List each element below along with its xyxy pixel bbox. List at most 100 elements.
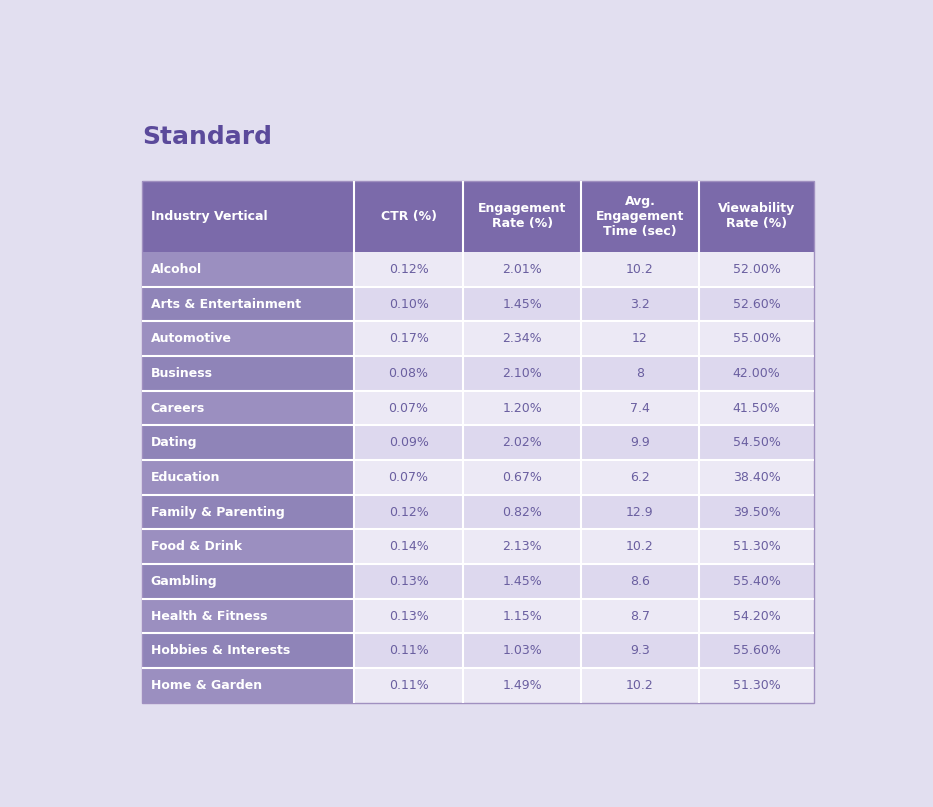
Text: 1.49%: 1.49% bbox=[502, 679, 542, 692]
Text: 0.10%: 0.10% bbox=[389, 298, 428, 311]
Text: 0.13%: 0.13% bbox=[389, 575, 428, 588]
Text: 0.82%: 0.82% bbox=[502, 506, 542, 519]
Text: 55.60%: 55.60% bbox=[732, 644, 781, 657]
Text: 9.3: 9.3 bbox=[630, 644, 649, 657]
Text: 10.2: 10.2 bbox=[626, 263, 654, 276]
Text: 7.4: 7.4 bbox=[630, 402, 649, 415]
Text: 0.11%: 0.11% bbox=[389, 679, 428, 692]
Bar bbox=[354, 321, 464, 356]
Bar bbox=[142, 460, 354, 495]
Bar bbox=[142, 633, 354, 668]
Bar bbox=[142, 356, 354, 391]
Text: 0.12%: 0.12% bbox=[389, 263, 428, 276]
Text: 0.08%: 0.08% bbox=[388, 367, 428, 380]
Bar bbox=[354, 495, 464, 529]
Bar bbox=[464, 356, 581, 391]
Text: 52.00%: 52.00% bbox=[732, 263, 781, 276]
Bar bbox=[581, 286, 699, 321]
Bar bbox=[354, 460, 464, 495]
Bar bbox=[142, 252, 354, 286]
Bar bbox=[354, 599, 464, 633]
Text: Food & Drink: Food & Drink bbox=[150, 540, 242, 554]
Bar bbox=[581, 321, 699, 356]
Bar bbox=[142, 286, 354, 321]
Bar bbox=[464, 252, 581, 286]
Text: 9.9: 9.9 bbox=[630, 437, 649, 449]
Text: 8: 8 bbox=[636, 367, 644, 380]
Bar bbox=[699, 529, 815, 564]
Text: 8.6: 8.6 bbox=[630, 575, 649, 588]
Text: Home & Garden: Home & Garden bbox=[150, 679, 262, 692]
Bar bbox=[581, 564, 699, 599]
Text: 42.00%: 42.00% bbox=[732, 367, 780, 380]
Text: 2.02%: 2.02% bbox=[502, 437, 542, 449]
Bar bbox=[464, 668, 581, 703]
Text: 1.03%: 1.03% bbox=[502, 644, 542, 657]
Text: Business: Business bbox=[150, 367, 213, 380]
Bar bbox=[142, 668, 354, 703]
Text: Alcohol: Alcohol bbox=[150, 263, 202, 276]
Bar bbox=[354, 356, 464, 391]
Text: 0.12%: 0.12% bbox=[389, 506, 428, 519]
Text: 54.50%: 54.50% bbox=[732, 437, 781, 449]
Text: 0.17%: 0.17% bbox=[389, 332, 428, 345]
Text: 41.50%: 41.50% bbox=[732, 402, 780, 415]
Text: Careers: Careers bbox=[150, 402, 205, 415]
Bar bbox=[699, 564, 815, 599]
Bar bbox=[354, 286, 464, 321]
Bar bbox=[142, 564, 354, 599]
Text: Arts & Entertainment: Arts & Entertainment bbox=[150, 298, 300, 311]
Bar bbox=[699, 391, 815, 425]
Text: Hobbies & Interests: Hobbies & Interests bbox=[150, 644, 290, 657]
Bar bbox=[581, 529, 699, 564]
Bar bbox=[354, 425, 464, 460]
Text: 1.15%: 1.15% bbox=[502, 609, 542, 622]
Text: 55.40%: 55.40% bbox=[732, 575, 781, 588]
Bar bbox=[699, 460, 815, 495]
Text: 6.2: 6.2 bbox=[630, 471, 649, 484]
Text: 0.67%: 0.67% bbox=[502, 471, 542, 484]
Bar bbox=[142, 425, 354, 460]
Bar bbox=[581, 460, 699, 495]
Text: 12: 12 bbox=[632, 332, 648, 345]
Bar bbox=[464, 425, 581, 460]
Text: 54.20%: 54.20% bbox=[732, 609, 780, 622]
Bar bbox=[464, 529, 581, 564]
Text: 10.2: 10.2 bbox=[626, 540, 654, 554]
Bar bbox=[699, 321, 815, 356]
Text: 52.60%: 52.60% bbox=[732, 298, 780, 311]
Text: Family & Parenting: Family & Parenting bbox=[150, 506, 285, 519]
Bar bbox=[581, 495, 699, 529]
Text: 2.34%: 2.34% bbox=[502, 332, 542, 345]
Bar bbox=[142, 321, 354, 356]
Text: 3.2: 3.2 bbox=[630, 298, 649, 311]
Bar bbox=[699, 286, 815, 321]
Text: 0.11%: 0.11% bbox=[389, 644, 428, 657]
Text: 10.2: 10.2 bbox=[626, 679, 654, 692]
Bar bbox=[581, 668, 699, 703]
Bar bbox=[142, 529, 354, 564]
Bar bbox=[581, 356, 699, 391]
Bar bbox=[464, 391, 581, 425]
Text: 0.09%: 0.09% bbox=[389, 437, 428, 449]
Text: Viewability
Rate (%): Viewability Rate (%) bbox=[717, 203, 795, 231]
Bar bbox=[699, 599, 815, 633]
Text: Industry Vertical: Industry Vertical bbox=[150, 210, 267, 223]
Bar bbox=[464, 321, 581, 356]
Text: 1.45%: 1.45% bbox=[502, 575, 542, 588]
Bar bbox=[699, 495, 815, 529]
Text: Health & Fitness: Health & Fitness bbox=[150, 609, 267, 622]
Text: 12.9: 12.9 bbox=[626, 506, 654, 519]
Bar bbox=[142, 181, 815, 703]
Bar bbox=[142, 181, 815, 252]
Bar bbox=[354, 529, 464, 564]
Text: Dating: Dating bbox=[150, 437, 197, 449]
Text: 8.7: 8.7 bbox=[630, 609, 650, 622]
Bar bbox=[354, 564, 464, 599]
Bar bbox=[581, 252, 699, 286]
Bar bbox=[142, 391, 354, 425]
Bar bbox=[142, 599, 354, 633]
Text: Standard: Standard bbox=[142, 125, 272, 148]
Bar bbox=[581, 633, 699, 668]
Bar bbox=[354, 391, 464, 425]
